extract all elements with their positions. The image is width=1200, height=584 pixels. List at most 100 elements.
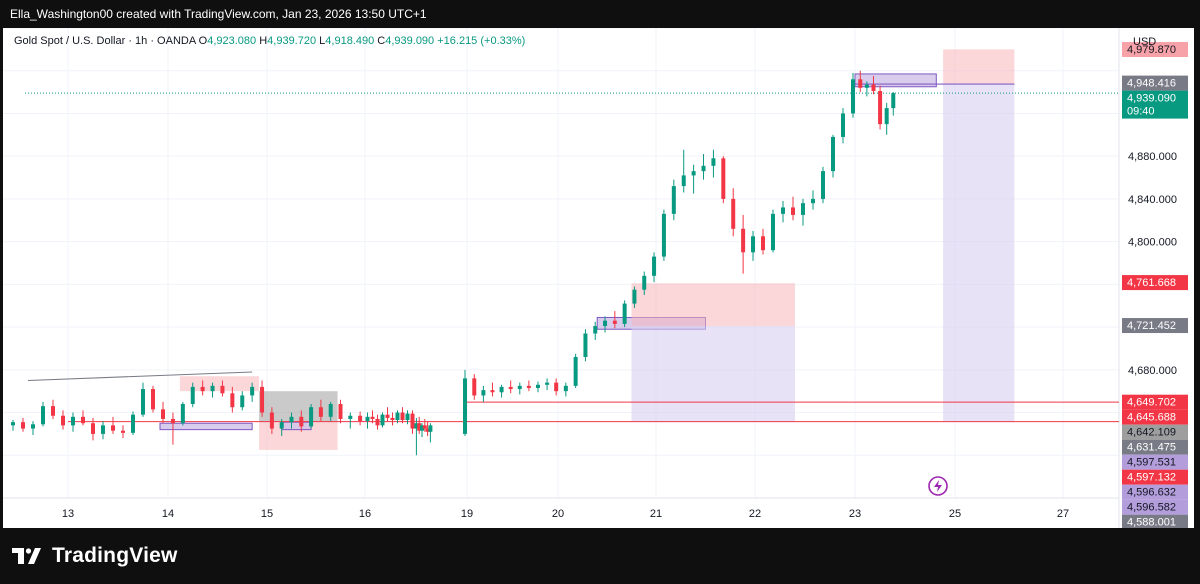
candle-body[interactable] [365,416,370,422]
candle-body[interactable] [81,416,85,424]
candle-body[interactable] [801,203,805,215]
candle-body[interactable] [121,430,125,433]
candle-body[interactable] [603,320,608,327]
candle-body[interactable] [851,79,855,114]
candle-body[interactable] [370,416,375,419]
candle-body[interactable] [545,382,550,385]
candle-body[interactable] [91,423,95,434]
zone-box-purple-line[interactable] [855,83,1015,85]
candle-body[interactable] [220,385,225,394]
candle-body[interactable] [864,84,869,88]
candle-body[interactable] [593,326,598,334]
candle-body[interactable] [771,213,775,251]
candle-body[interactable] [428,425,433,432]
candle-body[interactable] [711,158,716,166]
candle-body[interactable] [858,79,863,88]
candle-body[interactable] [260,386,265,413]
candle-body[interactable] [508,386,513,390]
candle-body[interactable] [425,428,430,432]
candle-body[interactable] [751,236,756,253]
candle-body[interactable] [151,389,155,410]
candle-body[interactable] [338,404,343,419]
candle-body[interactable] [279,422,284,429]
candle-body[interactable] [21,422,25,429]
candle-body[interactable] [390,417,395,421]
candle-body[interactable] [761,236,765,251]
candle-body[interactable] [701,165,706,172]
candle-body[interactable] [490,390,495,393]
zone-box-lavender[interactable] [631,326,796,423]
candle-body[interactable] [405,413,410,421]
candle-body[interactable] [741,228,746,253]
candle-body[interactable] [111,425,115,431]
candle-body[interactable] [721,158,726,199]
candle-body[interactable] [400,412,405,421]
candle-body[interactable] [71,416,75,426]
candle-body[interactable] [499,386,504,393]
candle-body[interactable] [141,389,145,415]
candle-body[interactable] [535,384,540,388]
candle-body[interactable] [583,333,588,358]
candle-body[interactable] [661,213,666,257]
candle-body[interactable] [240,395,245,408]
candle-body[interactable] [691,171,696,176]
candle-body[interactable] [878,91,883,125]
candle-body[interactable] [101,425,105,434]
candle-body[interactable] [671,186,676,214]
zone-box-lavender[interactable] [943,83,1015,423]
candle-body[interactable] [472,378,477,396]
zone-box-purple[interactable] [159,422,253,431]
candle-body[interactable] [170,418,175,424]
candle-body[interactable] [250,386,255,396]
candle-body[interactable] [821,171,825,199]
candle-body[interactable] [681,175,686,187]
candle-body[interactable] [11,422,15,426]
candle-body[interactable] [210,385,215,392]
candle-body[interactable] [289,416,294,423]
trendline[interactable] [27,371,253,381]
candle-body[interactable] [554,382,559,392]
candle-body[interactable] [414,423,419,429]
candle-body[interactable] [612,320,617,324]
candle-body[interactable] [161,409,165,419]
candle-body[interactable] [791,207,795,215]
candle-body[interactable] [563,385,568,392]
candle-body[interactable] [481,390,486,396]
candle-body[interactable] [642,275,647,290]
zone-box-purple[interactable] [281,421,312,431]
candle-body[interactable] [884,108,889,125]
currency-label[interactable]: USD [1133,36,1157,48]
candle-body[interactable] [348,415,353,419]
candle-body[interactable] [463,378,467,434]
candle-body[interactable] [841,113,845,137]
candle-body[interactable] [230,393,235,408]
candle-body[interactable] [61,415,65,426]
candle-body[interactable] [375,418,380,426]
candle-body[interactable] [622,303,627,324]
candle-body[interactable] [200,386,205,392]
candle-body[interactable] [526,385,531,388]
candle-body[interactable] [422,425,427,429]
zone-box-red-light[interactable] [179,376,260,392]
candle-body[interactable] [891,93,896,109]
candle-body[interactable] [309,407,314,427]
candle-body[interactable] [517,385,522,390]
candle-body[interactable] [299,416,304,427]
candle-body[interactable] [358,415,363,422]
candle-body[interactable] [385,414,390,418]
candle-body[interactable] [573,357,578,386]
candle-body[interactable] [269,412,274,429]
candle-body[interactable] [41,406,45,425]
candle-body[interactable] [417,423,422,431]
chart-panel[interactable]: 13 14 15 16 19 20 21 22 23 25 27 4,880.000 4,840.000… [3,28,1194,528]
candle-body[interactable] [811,198,815,204]
price-chart[interactable]: 13 14 15 16 19 20 21 22 23 25 27 4,880.000 4,840.000… [3,28,1194,528]
candle-body[interactable] [51,406,55,416]
candle-body[interactable] [831,136,835,172]
candle-body[interactable] [632,289,637,304]
tradingview-logo[interactable]: TradingView [12,542,178,570]
candle-body[interactable] [781,207,785,214]
zone-box-red-light[interactable] [943,49,1015,84]
candle-body[interactable] [328,404,333,417]
candle-body[interactable] [410,413,415,429]
